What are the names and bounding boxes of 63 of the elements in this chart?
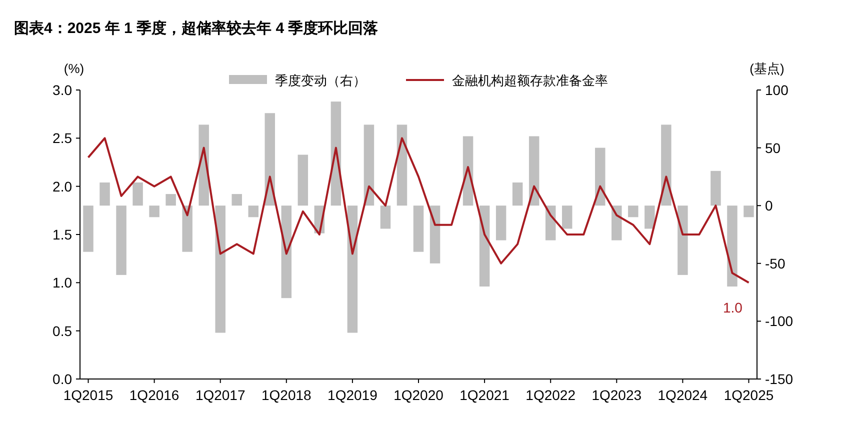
bar: [595, 148, 606, 206]
bar: [166, 194, 176, 206]
y-axis-title: (%): [64, 61, 84, 76]
bar: [298, 154, 308, 206]
y2-tick-label: 100: [765, 82, 789, 98]
chart-title: 图表4：2025 年 1 季度，超储率较去年 4 季度环比回落: [14, 19, 380, 37]
y-tick-label: 2.5: [52, 130, 72, 146]
legend-label: 季度变动（右）: [275, 73, 366, 88]
bar: [496, 206, 506, 240]
bar: [512, 182, 523, 206]
x-tick-label: 1Q2024: [658, 387, 708, 403]
x-tick-label: 1Q2025: [724, 387, 774, 403]
y-tick-label: 2.0: [52, 178, 72, 194]
x-tick-label: 1Q2015: [63, 387, 114, 403]
bar: [727, 206, 738, 287]
y2-tick-label: -100: [765, 313, 794, 330]
bar: [248, 206, 258, 218]
y2-tick-label: 50: [765, 140, 781, 156]
x-tick-label: 1Q2021: [460, 387, 510, 403]
bar: [380, 206, 391, 229]
bar: [744, 206, 754, 218]
x-tick-label: 1Q2019: [328, 387, 378, 403]
bar: [364, 124, 374, 206]
line-series: [87, 137, 750, 284]
bar: [413, 206, 424, 252]
annotation: 1.0: [723, 300, 743, 316]
bar: [430, 206, 440, 264]
bar: [232, 194, 242, 206]
bar: [612, 206, 622, 240]
x-tick-label: 1Q2017: [195, 387, 246, 403]
bar: [710, 170, 721, 206]
bar: [281, 206, 292, 298]
legend-label: 金融机构超额存款准备金率: [452, 73, 608, 88]
bar: [347, 206, 358, 333]
y2-tick-label: 0: [765, 198, 773, 214]
y-tick-label: 0.0: [52, 371, 72, 387]
bar: [628, 206, 638, 218]
bar: [562, 206, 572, 229]
bar: [528, 136, 540, 206]
y-tick-label: 3.0: [52, 82, 72, 98]
bar: [396, 124, 408, 206]
bar: [132, 182, 143, 206]
bar: [149, 206, 160, 218]
y2-tick-label: -150: [765, 371, 794, 387]
y-tick-label: 1.0: [52, 274, 72, 291]
x-tick-label: 1Q2022: [526, 387, 576, 403]
y2-axis-title: (基点): [750, 61, 784, 76]
bar: [479, 206, 490, 287]
y-tick-label: 0.5: [52, 322, 72, 339]
bar: [182, 206, 192, 252]
x-tick-label: 1Q2023: [592, 387, 642, 403]
y2-tick-label: -50: [765, 255, 786, 272]
bar: [644, 206, 655, 229]
bar: [116, 206, 126, 275]
y-tick-label: 1.5: [52, 226, 72, 242]
x-tick-label: 1Q2020: [394, 387, 444, 403]
bar: [83, 206, 94, 252]
x-tick-label: 1Q2016: [129, 387, 180, 403]
bar: [661, 124, 672, 206]
x-tick-label: 1Q2018: [261, 387, 312, 403]
bar: [215, 206, 226, 333]
bar: [678, 206, 688, 275]
bar: [100, 182, 110, 206]
